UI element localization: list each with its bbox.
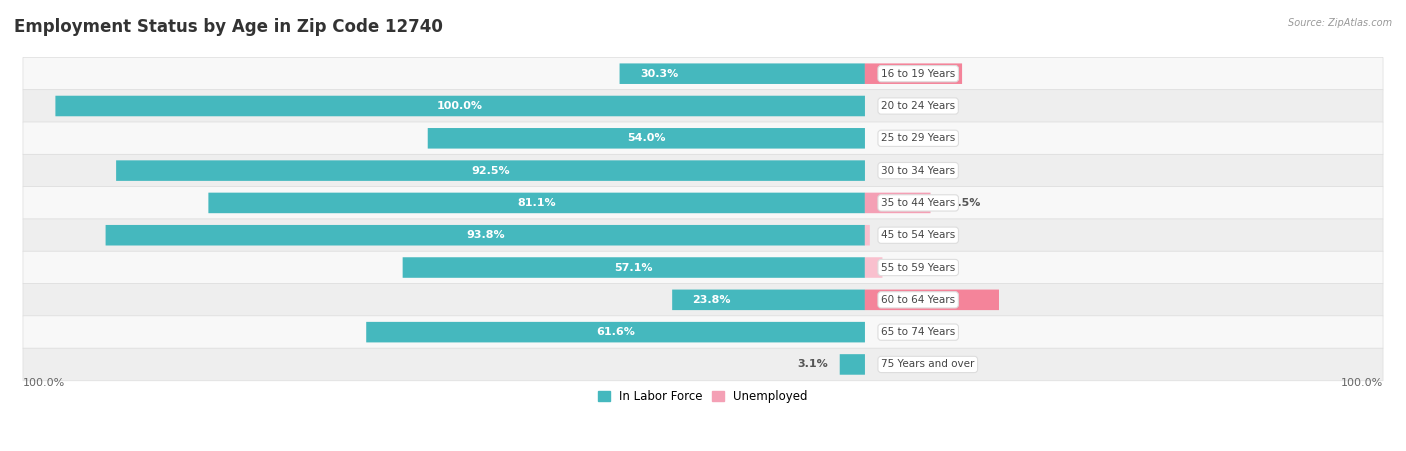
FancyBboxPatch shape [865, 193, 931, 213]
Text: 100.0%: 100.0% [22, 377, 65, 388]
FancyBboxPatch shape [55, 96, 865, 116]
FancyBboxPatch shape [865, 257, 883, 278]
FancyBboxPatch shape [865, 64, 962, 84]
Text: 23.8%: 23.8% [693, 295, 731, 305]
FancyBboxPatch shape [865, 290, 1000, 310]
FancyBboxPatch shape [22, 284, 1384, 316]
Text: 27.6%: 27.6% [912, 295, 952, 305]
FancyBboxPatch shape [22, 154, 1384, 187]
FancyBboxPatch shape [22, 316, 1384, 349]
Text: 13.5%: 13.5% [942, 198, 981, 208]
FancyBboxPatch shape [22, 251, 1384, 284]
Text: 16 to 19 Years: 16 to 19 Years [882, 69, 955, 78]
Text: 0.0%: 0.0% [877, 166, 908, 175]
Text: 0.0%: 0.0% [877, 327, 908, 337]
FancyBboxPatch shape [839, 354, 865, 375]
Text: 65 to 74 Years: 65 to 74 Years [882, 327, 955, 337]
Text: 35 to 44 Years: 35 to 44 Years [882, 198, 955, 208]
FancyBboxPatch shape [22, 219, 1384, 252]
FancyBboxPatch shape [22, 57, 1384, 90]
FancyBboxPatch shape [366, 322, 865, 342]
FancyBboxPatch shape [865, 225, 870, 245]
Text: 100.0%: 100.0% [437, 101, 484, 111]
Text: 0.0%: 0.0% [877, 101, 908, 111]
Text: 25 to 29 Years: 25 to 29 Years [882, 133, 955, 143]
Legend: In Labor Force, Unemployed: In Labor Force, Unemployed [593, 386, 813, 408]
Text: 20.0%: 20.0% [894, 69, 932, 78]
Text: 3.1%: 3.1% [797, 359, 828, 369]
Text: 54.0%: 54.0% [627, 133, 665, 143]
Text: 93.8%: 93.8% [465, 230, 505, 240]
FancyBboxPatch shape [208, 193, 865, 213]
FancyBboxPatch shape [105, 225, 865, 245]
FancyBboxPatch shape [402, 257, 865, 278]
Text: 60 to 64 Years: 60 to 64 Years [882, 295, 955, 305]
Text: 81.1%: 81.1% [517, 198, 555, 208]
Text: 0.0%: 0.0% [877, 359, 908, 369]
Text: 45 to 54 Years: 45 to 54 Years [882, 230, 955, 240]
Text: 100.0%: 100.0% [1341, 377, 1384, 388]
Text: Employment Status by Age in Zip Code 12740: Employment Status by Age in Zip Code 127… [14, 18, 443, 36]
FancyBboxPatch shape [22, 122, 1384, 155]
Text: 92.5%: 92.5% [471, 166, 510, 175]
FancyBboxPatch shape [427, 128, 865, 148]
FancyBboxPatch shape [22, 187, 1384, 219]
Text: 30.3%: 30.3% [640, 69, 678, 78]
Text: 61.6%: 61.6% [596, 327, 636, 337]
Text: 0.0%: 0.0% [877, 133, 908, 143]
FancyBboxPatch shape [620, 64, 865, 84]
Text: Source: ZipAtlas.com: Source: ZipAtlas.com [1288, 18, 1392, 28]
Text: 55 to 59 Years: 55 to 59 Years [882, 262, 955, 272]
FancyBboxPatch shape [672, 290, 865, 310]
FancyBboxPatch shape [22, 348, 1384, 381]
Text: 57.1%: 57.1% [614, 262, 652, 272]
Text: 1.0%: 1.0% [882, 230, 912, 240]
Text: 75 Years and over: 75 Years and over [882, 359, 974, 369]
Text: 3.6%: 3.6% [894, 262, 925, 272]
Text: 20 to 24 Years: 20 to 24 Years [882, 101, 955, 111]
FancyBboxPatch shape [22, 90, 1384, 122]
Text: 30 to 34 Years: 30 to 34 Years [882, 166, 955, 175]
FancyBboxPatch shape [117, 161, 865, 181]
